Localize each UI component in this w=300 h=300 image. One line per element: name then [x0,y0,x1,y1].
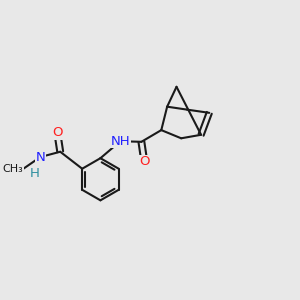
Text: CH₃: CH₃ [3,164,23,174]
Text: O: O [52,126,63,139]
Text: N: N [35,151,45,164]
Text: NH: NH [110,135,130,148]
Text: O: O [139,155,150,168]
Text: H: H [30,167,40,180]
